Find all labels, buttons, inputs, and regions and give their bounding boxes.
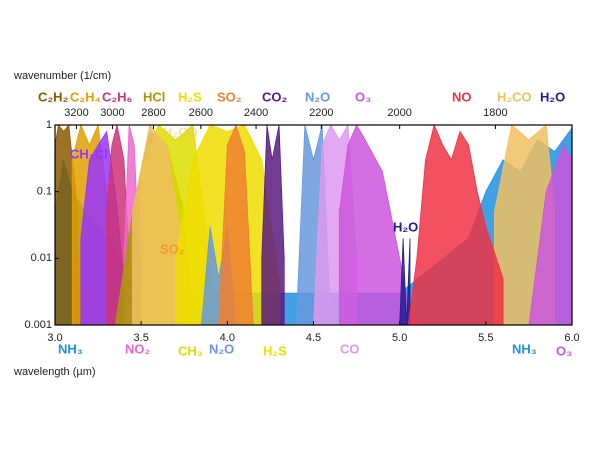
absorption-band	[407, 123, 504, 326]
molecule-label: NH₃	[58, 341, 83, 356]
molecule-label: H₂S	[263, 343, 287, 358]
y-tick-label: 1	[46, 119, 52, 131]
top-axis-title: wavenumber (1/cm)	[13, 70, 111, 82]
top-tick-label: 3200	[64, 107, 88, 119]
molecule-label: CH₃	[178, 343, 203, 358]
molecule-label: N₂O	[305, 89, 330, 104]
absorption-band	[399, 238, 411, 326]
molecule-label: NO	[452, 89, 472, 104]
molecule-label: H₂CO	[497, 89, 532, 104]
molecule-label: CH₃Cl	[70, 146, 108, 161]
molecule-label: H₂S	[178, 89, 202, 104]
molecule-label: H₂O	[540, 89, 565, 104]
absorption-band	[261, 124, 285, 326]
x-tick-label: 4.0	[220, 332, 235, 344]
molecule-label: NH₃	[512, 341, 537, 356]
x-tick-label: 3.5	[134, 332, 149, 344]
x-tick-label: 5.0	[392, 332, 407, 344]
molecule-label: C₂H₄	[70, 89, 101, 104]
y-tick-label: 0.1	[37, 186, 52, 198]
x-tick-label: 3.0	[47, 332, 62, 344]
x-tick-label: 6.0	[564, 332, 579, 344]
molecule-label: SO₂	[160, 241, 185, 256]
y-tick-label: 0.001	[24, 319, 52, 331]
molecule-label: NO₂	[125, 341, 151, 356]
x-axis-title: wavelength (µm)	[13, 366, 96, 378]
molecule-label: SO₂	[217, 89, 242, 104]
molecule-label: N₂O	[209, 341, 234, 356]
molecule-label: CO₂	[262, 89, 288, 104]
top-tick-label: 2000	[387, 107, 411, 119]
top-tick-label: 2200	[309, 107, 333, 119]
top-tick-label: 2400	[244, 107, 268, 119]
molecule-label: H₂CO	[163, 124, 198, 139]
molecule-label: HCl	[143, 89, 165, 104]
y-tick-label: 0.01	[31, 252, 52, 264]
top-tick-label: 3000	[100, 107, 124, 119]
x-tick-label: 5.5	[478, 332, 493, 344]
x-tick-label: 4.5	[306, 332, 321, 344]
top-tick-label: 1800	[483, 107, 507, 119]
molecule-label: C₂H₂	[38, 89, 69, 104]
top-tick-label: 2600	[189, 107, 213, 119]
molecule-label: O₃	[355, 89, 371, 104]
top-tick-label: 2800	[141, 107, 165, 119]
molecule-label: CO	[340, 341, 360, 356]
molecule-label: C₂H₆	[102, 89, 133, 104]
molecule-label: H₂O	[393, 219, 418, 234]
molecule-label: O₃	[556, 343, 572, 358]
